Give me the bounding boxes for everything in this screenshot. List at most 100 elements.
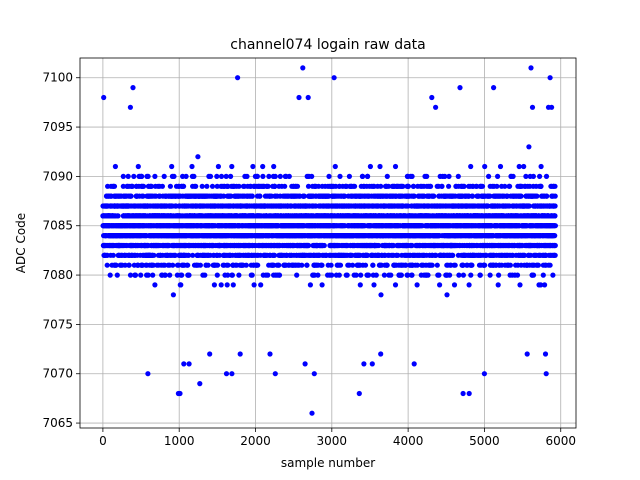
data-point — [469, 262, 475, 268]
data-point — [179, 272, 185, 278]
data-point — [251, 282, 257, 288]
data-point — [120, 183, 126, 189]
data-point — [456, 272, 462, 278]
data-point — [315, 272, 321, 278]
data-point — [126, 262, 132, 268]
data-point — [111, 183, 118, 189]
data-point — [460, 262, 466, 268]
data-point — [384, 173, 390, 179]
data-point — [429, 262, 435, 268]
data-point — [332, 163, 338, 170]
data-point — [195, 154, 201, 160]
data-point — [286, 173, 292, 179]
data-point — [112, 163, 118, 170]
data-point — [138, 272, 144, 278]
data-point — [400, 183, 406, 189]
data-point — [299, 262, 305, 268]
data-point — [468, 272, 474, 278]
data-point — [353, 272, 359, 278]
data-point — [225, 272, 231, 278]
data-point — [141, 183, 147, 189]
data-point — [321, 242, 327, 249]
data-point — [254, 173, 260, 179]
data-point — [215, 163, 221, 170]
data-point — [218, 282, 224, 288]
data-point — [405, 272, 411, 278]
data-point — [122, 262, 128, 268]
data-point — [436, 272, 442, 278]
data-point — [170, 262, 176, 268]
data-point — [360, 173, 366, 179]
data-point — [301, 193, 307, 199]
data-point — [461, 183, 467, 189]
data-point — [172, 252, 178, 258]
data-point — [446, 183, 452, 189]
data-point — [277, 173, 283, 179]
data-point — [336, 272, 342, 278]
data-point — [202, 272, 208, 278]
data-point — [145, 173, 151, 179]
data-point — [190, 252, 196, 258]
data-point — [276, 272, 283, 278]
data-point — [229, 272, 235, 278]
data-point — [395, 252, 401, 258]
data-point — [455, 173, 461, 179]
data-point — [260, 163, 266, 170]
data-point — [364, 252, 371, 258]
data-point — [319, 262, 325, 268]
data-point — [442, 173, 448, 179]
data-point — [244, 173, 250, 179]
data-point — [214, 183, 220, 189]
data-point — [214, 173, 220, 179]
data-point — [197, 262, 203, 268]
data-point — [309, 173, 315, 179]
data-point — [265, 272, 271, 278]
data-point — [452, 262, 458, 268]
data-point — [129, 183, 135, 189]
data-point — [171, 173, 177, 179]
data-point — [266, 173, 272, 179]
data-point — [470, 193, 476, 199]
data-point — [410, 183, 417, 189]
data-point — [150, 262, 156, 268]
data-point — [186, 252, 192, 258]
data-point — [204, 183, 210, 189]
data-point — [230, 282, 236, 288]
data-point — [151, 252, 157, 258]
data-point — [444, 292, 450, 298]
data-point — [381, 272, 387, 278]
data-point — [433, 252, 439, 258]
data-point — [409, 272, 415, 278]
data-point — [451, 282, 458, 288]
data-point — [257, 193, 263, 199]
data-point — [414, 282, 420, 288]
data-point — [468, 163, 474, 170]
data-point — [132, 272, 139, 278]
data-point — [366, 272, 372, 278]
data-point — [216, 252, 223, 258]
data-point — [249, 272, 255, 278]
data-point — [319, 282, 325, 288]
data-point — [392, 163, 399, 170]
data-point — [181, 183, 187, 189]
data-point — [414, 262, 420, 268]
data-point — [276, 262, 282, 268]
data-point — [228, 173, 234, 179]
data-point — [113, 262, 119, 268]
data-point — [326, 173, 332, 179]
data-point — [120, 173, 126, 179]
data-point — [131, 173, 137, 179]
data-point — [357, 282, 363, 288]
data-point — [337, 173, 343, 179]
data-point — [294, 183, 301, 189]
data-point — [390, 242, 396, 249]
data-point — [152, 282, 158, 288]
data-point — [174, 272, 180, 278]
data-point — [249, 193, 255, 199]
data-point — [333, 183, 339, 189]
data-point — [329, 272, 335, 278]
points-layer — [100, 65, 559, 416]
data-point — [255, 262, 261, 268]
data-point — [205, 262, 211, 268]
